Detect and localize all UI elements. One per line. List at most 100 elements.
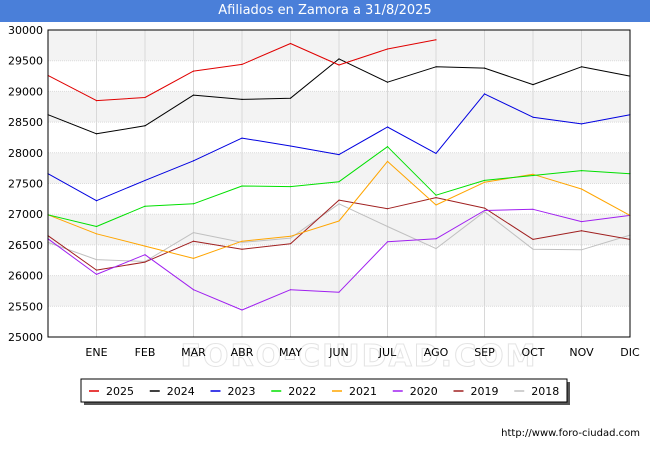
data-point-2024 [289,97,292,99]
data-point-2020 [192,289,195,291]
x-tick-label: DIC [620,346,640,359]
data-point-2018 [483,211,486,213]
data-point-2023 [144,179,146,182]
y-tick-label: 26500 [8,239,43,252]
data-point-2025 [289,42,292,45]
data-point-2024 [192,94,195,96]
plot-frame [47,29,631,338]
data-point-2018 [532,248,534,250]
data-point-2025 [192,70,195,72]
data-point-2021 [289,235,292,237]
data-point-2020 [532,208,534,210]
data-point-2018 [241,241,243,244]
data-point-2020 [580,220,583,223]
legend-box [80,378,568,403]
data-point-2022 [144,205,146,207]
data-point-2023 [241,137,243,139]
data-point-2018 [192,232,195,234]
legend-label-2023: 2023 [228,385,256,398]
legend-label-2019: 2019 [471,385,499,398]
x-tick-label: OCT [521,346,544,359]
data-point-2022 [289,185,292,188]
data-point-2023 [580,123,583,125]
data-point-2025 [386,48,389,50]
data-point-2022 [580,170,583,172]
data-point-2025 [241,63,243,65]
data-point-2019 [483,207,486,209]
data-point-2024 [580,66,583,68]
x-tick-label: JUN [328,346,349,359]
y-tick-label: 26000 [8,270,43,283]
legend-label-2025: 2025 [106,385,134,398]
data-point-2018 [338,203,340,205]
data-point-2019 [435,197,437,199]
x-tick-label: MAY [279,346,302,359]
data-point-2019 [192,240,195,242]
legend: 2025 2024 2023 2022 2021 2020 2019 2018 [80,378,568,403]
data-point-2019 [95,269,98,271]
data-point-2023 [95,200,98,202]
x-tick-label: MAR [181,346,206,359]
y-tick-label: 25500 [8,300,43,313]
data-point-2019 [580,230,583,232]
source-url[interactable]: http://www.foro-ciudad.com [501,428,640,439]
data-point-2021 [580,188,583,190]
data-point-2019 [241,248,243,250]
data-point-2022 [386,146,389,148]
chart-title: Afiliados en Zamora a 31/8/2025 [0,0,650,22]
data-point-2024 [435,66,437,68]
legend-label-2018: 2018 [531,385,559,398]
data-point-2022 [338,181,340,183]
data-point-2021 [241,240,243,242]
data-point-2021 [483,181,486,183]
data-point-2023 [483,93,486,95]
x-tick-label: FEB [135,346,156,359]
x-tick-label: SEP [474,346,495,359]
data-point-2022 [192,203,195,205]
data-point-2020 [241,309,243,311]
data-point-2019 [532,238,534,240]
data-point-2024 [144,125,146,127]
data-point-2025 [95,100,98,102]
y-tick-label: 27000 [8,208,43,221]
data-point-2024 [532,84,534,86]
data-point-2023 [192,160,195,162]
data-point-2018 [435,247,437,250]
x-tick-label: JUL [378,346,397,359]
data-point-2024 [241,98,243,100]
x-tick-label: AGO [424,346,449,359]
y-tick-label: 28000 [8,147,43,160]
data-point-2019 [386,208,389,210]
data-point-2021 [192,257,195,260]
data-point-2024 [95,133,98,135]
data-point-2023 [338,154,340,156]
data-point-2021 [144,245,146,247]
data-point-2023 [532,116,534,118]
x-tick-label: ABR [231,346,254,359]
data-point-2024 [483,67,486,69]
data-point-2020 [338,291,340,293]
data-point-2023 [386,126,389,128]
data-point-2018 [289,237,292,239]
data-point-2025 [338,64,340,66]
data-point-2022 [483,179,486,182]
data-point-2021 [95,233,98,235]
x-tick-label: ENE [85,346,107,359]
y-tick-label: 29500 [8,55,43,68]
y-tick-label: 27500 [8,178,43,191]
y-tick-label: 30000 [8,24,43,37]
y-tick-label: 28500 [8,116,43,129]
data-point-2018 [386,225,389,228]
data-point-2020 [435,238,437,240]
data-point-2023 [289,145,292,147]
data-point-2021 [338,220,340,222]
data-point-2022 [532,174,534,177]
data-point-2022 [95,225,98,228]
data-point-2018 [580,249,583,251]
data-point-2020 [144,254,146,256]
data-point-2020 [95,273,98,275]
data-point-2024 [338,58,340,60]
data-point-2018 [95,259,98,261]
watermark: FORO-CIUDAD.COM [181,339,538,374]
